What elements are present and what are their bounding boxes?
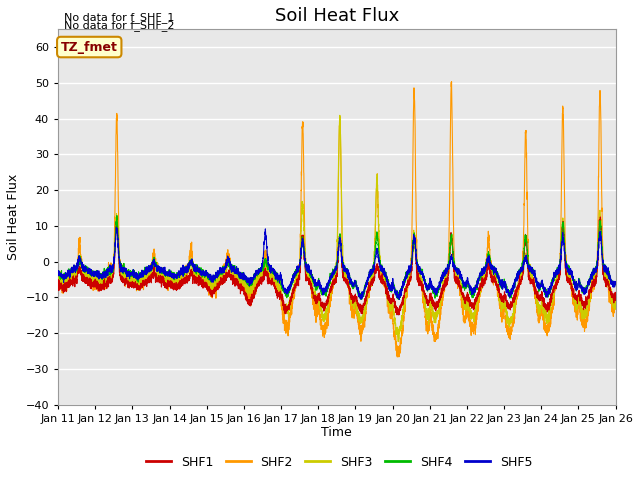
- Text: No data for f_SHF_2: No data for f_SHF_2: [64, 20, 175, 31]
- Y-axis label: Soil Heat Flux: Soil Heat Flux: [7, 174, 20, 260]
- Text: No data for f_SHF_1: No data for f_SHF_1: [64, 12, 174, 23]
- X-axis label: Time: Time: [321, 426, 352, 440]
- Title: Soil Heat Flux: Soil Heat Flux: [275, 7, 399, 25]
- Text: TZ_fmet: TZ_fmet: [61, 40, 118, 54]
- Legend: SHF1, SHF2, SHF3, SHF4, SHF5: SHF1, SHF2, SHF3, SHF4, SHF5: [141, 451, 538, 474]
